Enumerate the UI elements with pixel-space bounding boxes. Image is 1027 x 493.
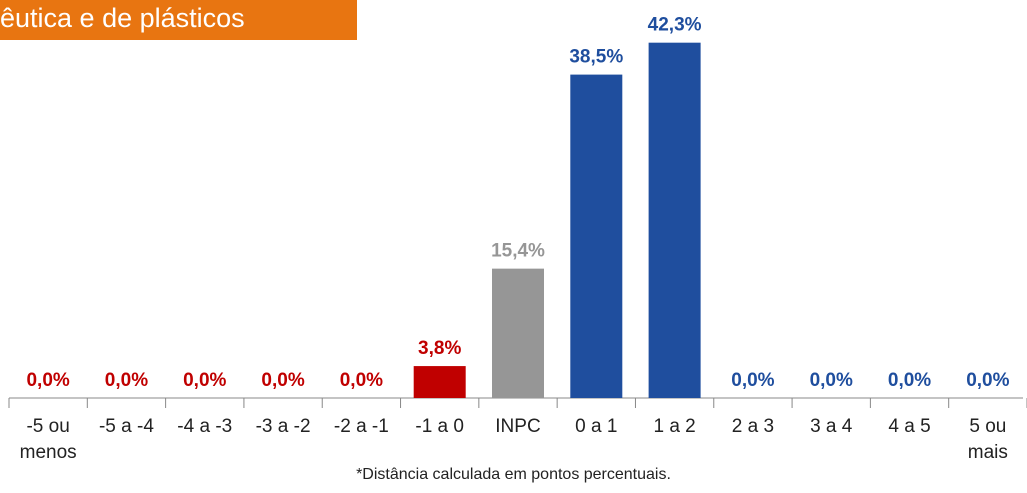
x-tick-label: -1 a 0 [415, 416, 464, 437]
x-tick-label: -5 a -4 [98, 416, 154, 437]
value-label: 0,0% [26, 370, 69, 391]
value-label: 42,3% [648, 15, 702, 36]
x-tick-label: -3 a -2 [255, 416, 311, 437]
chart-title: êutica e de plásticos [0, 0, 357, 40]
bar [413, 366, 466, 398]
x-tick-label: 0 a 1 [575, 416, 618, 437]
bar [570, 74, 623, 398]
x-tick-label: -4 a -3 [177, 416, 233, 437]
footnote: *Distância calculada em pontos percentua… [356, 466, 671, 483]
value-label: 3,8% [418, 338, 461, 359]
value-label: 0,0% [966, 370, 1009, 391]
value-label: 0,0% [340, 370, 383, 391]
value-label: 0,0% [183, 370, 226, 391]
x-tick-label: -5 ou menos [19, 416, 77, 463]
value-label: 0,0% [105, 370, 148, 391]
x-tick-label: INPC [495, 416, 541, 437]
value-label: 15,4% [491, 241, 545, 262]
x-tick-label: 3 a 4 [810, 416, 853, 437]
value-label: 0,0% [731, 370, 774, 391]
x-tick-label: 1 a 2 [653, 416, 696, 437]
value-label: 38,5% [569, 47, 623, 68]
value-label: 0,0% [810, 370, 853, 391]
x-tick-label: -2 a -1 [333, 416, 389, 437]
value-label: 0,0% [261, 370, 304, 391]
bar [648, 42, 701, 399]
x-tick-label: 5 ou mais [967, 416, 1008, 463]
x-tick-label: 4 a 5 [888, 416, 931, 437]
bar [492, 268, 544, 398]
x-tick-label: 2 a 3 [731, 416, 775, 437]
value-label: 0,0% [888, 370, 931, 391]
